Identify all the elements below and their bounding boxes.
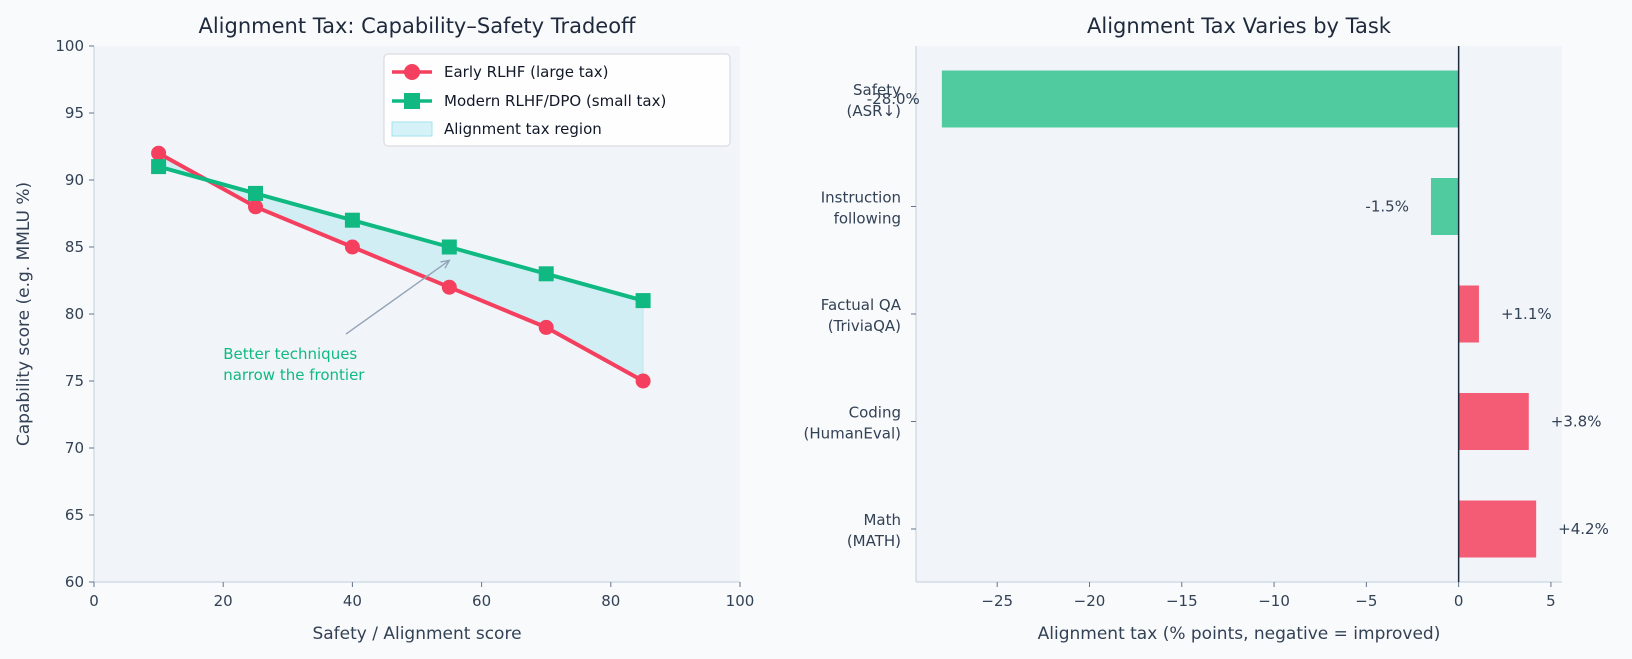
early-rlhf-point	[344, 239, 360, 255]
x-tick-label: 20	[214, 592, 233, 610]
early-rlhf-point	[248, 199, 263, 215]
x-tick-label: −10	[1258, 592, 1290, 610]
x-tick-label: −20	[1074, 592, 1106, 610]
annotation-text: Better techniques	[223, 345, 357, 363]
annotation-text: narrow the frontier	[223, 366, 365, 384]
task-category-label: Safety	[853, 81, 901, 99]
task-category-label: (ASR↓)	[847, 102, 901, 120]
task-category-label: Coding	[849, 404, 901, 422]
legend: Early RLHF (large tax) Modern RLHF/DPO (…	[383, 53, 731, 147]
task-bar	[941, 70, 1459, 128]
x-tick-label: 0	[89, 592, 99, 610]
right-chart-title: Alignment Tax Varies by Task	[1087, 14, 1392, 38]
task-category-label: (TriviaQA)	[828, 317, 901, 335]
right-chart-marks: −25 −20 −15 −10 −5 0 5 Safety (ASR↓)-28.0% Instru…	[803, 46, 1609, 610]
annotation-arrowhead	[440, 259, 451, 269]
bar-value-label: -28.0%	[867, 90, 920, 108]
x-tick-label: 80	[601, 592, 620, 610]
left-axis-ticks: 0 20 40 60 80 100 60 65 70 75 80 85 90 95 100	[55, 37, 754, 610]
task-category-label: Math	[863, 511, 901, 529]
y-tick-label: 60	[65, 573, 84, 591]
y-tick-label: 95	[65, 104, 84, 122]
y-tick-label: 100	[55, 37, 84, 55]
legend-box	[383, 53, 731, 147]
task-bar	[1458, 393, 1529, 450]
x-tick-label: −15	[1166, 592, 1198, 610]
bar-value-label: +4.2%	[1558, 520, 1609, 538]
task-category-label: (HumanEval)	[803, 425, 901, 443]
right-plot-area	[916, 46, 1562, 582]
x-tick-label: 5	[1546, 592, 1556, 610]
legend-early-label: Early RLHF (large tax)	[444, 63, 609, 81]
early-rlhf-point	[151, 145, 167, 161]
modern-rlhf-point	[248, 185, 263, 201]
task-bar	[1458, 285, 1479, 343]
early-rlhf-point	[441, 279, 457, 295]
x-tick-label: 40	[343, 592, 362, 610]
legend-modern-label: Modern RLHF/DPO (small tax)	[444, 92, 666, 110]
y-tick-label: 75	[65, 372, 84, 390]
task-category-label: Instruction	[821, 189, 901, 207]
legend-tax-swatch	[391, 121, 433, 137]
early-rlhf-line	[157, 151, 645, 383]
y-tick-label: 70	[65, 439, 84, 457]
y-tick-label: 85	[65, 238, 84, 256]
annotation-arrow	[345, 259, 450, 335]
early-rlhf-point	[635, 373, 651, 389]
left-chart-title: Alignment Tax: Capability–Safety Tradeof…	[198, 14, 636, 38]
y-tick-label: 90	[65, 171, 84, 189]
x-tick-label: −5	[1355, 592, 1377, 610]
y-tick-label: 65	[65, 506, 84, 524]
x-tick-label: −25	[981, 592, 1013, 610]
left-x-axis-label: Safety / Alignment score	[312, 624, 521, 644]
legend-early-marker	[404, 64, 420, 80]
legend-modern-marker	[404, 93, 420, 109]
y-tick-label: 80	[65, 305, 84, 323]
task-category-label: following	[834, 210, 901, 228]
modern-rlhf-point	[344, 212, 360, 228]
modern-rlhf-point	[635, 293, 651, 309]
early-rlhf-point	[538, 319, 554, 335]
modern-rlhf-point	[151, 159, 167, 175]
bar-value-label: -1.5%	[1365, 198, 1409, 216]
left-chart-panel: Better techniques narrow the frontier 0 20…	[14, 14, 754, 644]
bar-value-label: +3.8%	[1551, 413, 1602, 431]
x-tick-label: 0	[1454, 592, 1464, 610]
task-category-label: Factual QA	[821, 296, 902, 314]
x-tick-label: 60	[472, 592, 491, 610]
x-tick-label: 100	[726, 592, 755, 610]
modern-rlhf-point	[538, 266, 554, 282]
bar-value-label: +1.1%	[1501, 305, 1552, 323]
legend-tax-label: Alignment tax region	[444, 120, 602, 138]
right-chart-panel: −25 −20 −15 −10 −5 0 5 Safety (ASR↓)-28.0% Instru…	[803, 14, 1608, 644]
modern-rlhf-point	[441, 239, 457, 255]
task-bar	[1458, 500, 1537, 558]
task-category-label: (MATH)	[847, 532, 901, 550]
left-y-axis-label: Capability score (e.g. MMLU %)	[14, 182, 34, 446]
task-bar	[1430, 178, 1459, 235]
right-x-axis-label: Alignment tax (% points, negative = impr…	[1038, 624, 1441, 644]
left-chart-marks: Better techniques narrow the frontier	[151, 145, 651, 389]
modern-rlhf-line	[158, 164, 644, 303]
